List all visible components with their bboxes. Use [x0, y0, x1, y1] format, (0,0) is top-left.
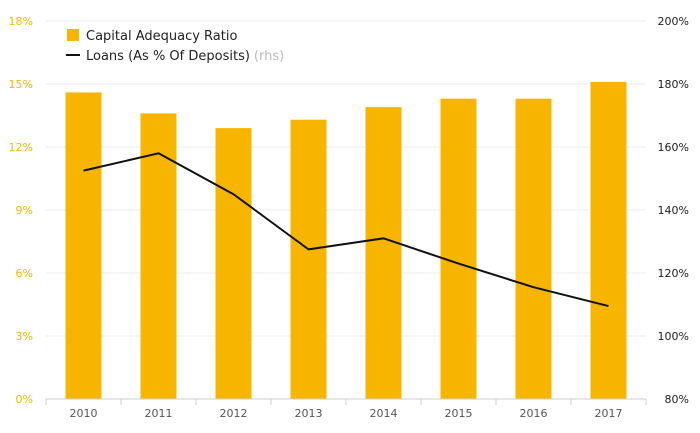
legend-label-line-note: (rhs)	[254, 49, 284, 64]
legend: Capital Adequacy Ratio Loans (As % Of De…	[66, 29, 284, 64]
right-tick-label: 160%	[658, 141, 689, 154]
right-tick-label: 180%	[658, 78, 689, 91]
x-tick-label: 2012	[220, 407, 248, 420]
right-tick-label: 100%	[658, 330, 689, 343]
x-tick-label: 2017	[595, 407, 623, 420]
bar-2015	[440, 98, 477, 399]
x-tick-label: 2010	[70, 407, 98, 420]
right-tick-label: 140%	[658, 204, 689, 217]
bar-2014	[365, 107, 402, 399]
right-tick-label: 80%	[665, 393, 689, 406]
right-tick-label: 120%	[658, 267, 689, 280]
legend-label-bar: Capital Adequacy Ratio	[86, 29, 237, 44]
left-tick-label: 6%	[16, 267, 33, 280]
right-y-axis: 80% 100% 120% 140% 160% 180% 200%	[658, 15, 689, 406]
x-tick-label: 2011	[145, 407, 173, 420]
right-tick-label: 200%	[658, 15, 689, 28]
x-tick-label: 2014	[370, 407, 398, 420]
bar-2011	[140, 113, 177, 400]
bar-2017	[590, 81, 627, 400]
x-tick-label: 2015	[445, 407, 473, 420]
line-series	[83, 152, 609, 308]
legend-label-line-name: Loans (As % Of Deposits)	[86, 49, 250, 64]
x-axis: 2010 2011 2012 2013 2014 2015 2016 2017	[45, 398, 647, 420]
left-tick-label: 9%	[16, 204, 33, 217]
x-tick-label: 2016	[520, 407, 548, 420]
bar-2010	[65, 92, 102, 400]
bar-series	[65, 81, 627, 400]
bar-2013	[290, 119, 327, 399]
bar-2012	[215, 128, 252, 399]
left-tick-label: 3%	[16, 330, 33, 343]
x-tick-label: 2013	[295, 407, 323, 420]
left-tick-label: 12%	[9, 141, 33, 154]
legend-label-line: Loans (As % Of Deposits) (rhs)	[86, 49, 284, 64]
left-tick-label: 0%	[16, 393, 33, 406]
left-y-axis: 0% 3% 6% 9% 12% 15% 18%	[9, 15, 33, 406]
left-tick-label: 18%	[9, 15, 33, 28]
left-tick-label: 15%	[9, 78, 33, 91]
gridlines	[46, 20, 646, 400]
bar-2016	[515, 98, 552, 399]
legend-swatch-bar	[67, 29, 79, 41]
loans-line	[83, 152, 609, 308]
